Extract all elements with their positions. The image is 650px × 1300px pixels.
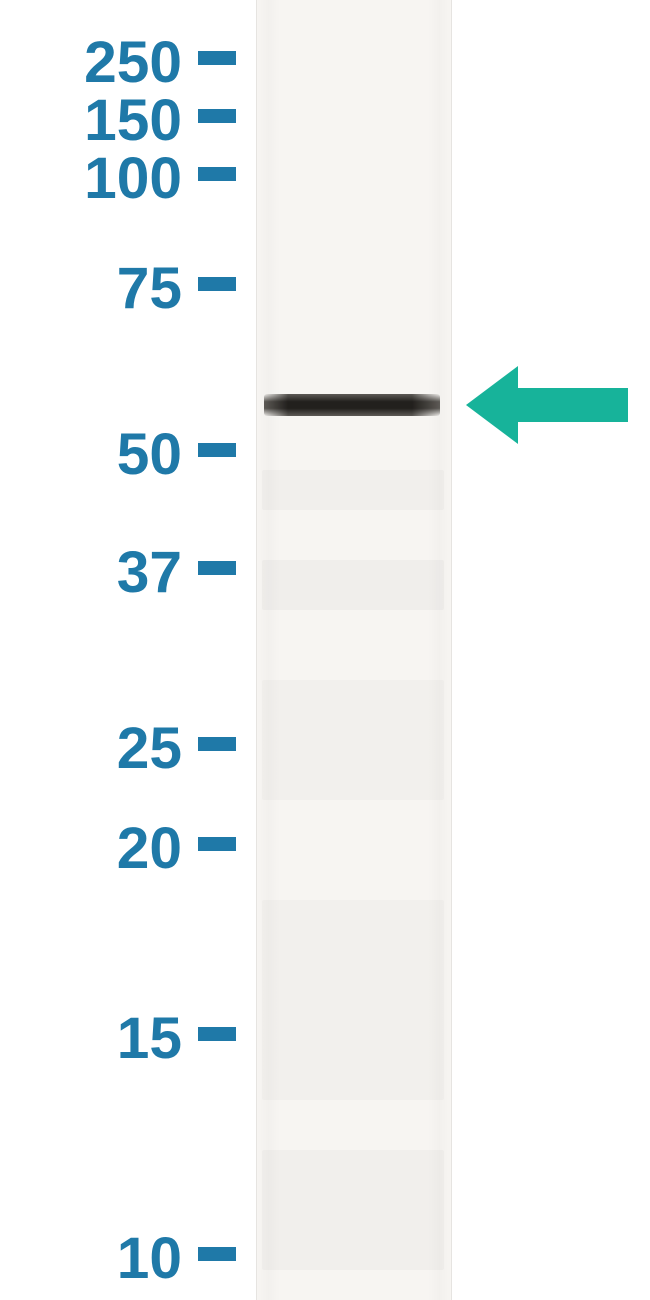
- mw-tick: [198, 837, 236, 851]
- protein-band: [264, 394, 440, 416]
- mw-label: 150: [0, 87, 182, 154]
- mw-tick: [198, 1247, 236, 1261]
- mw-tick: [198, 1027, 236, 1041]
- faint-smear: [262, 470, 444, 510]
- mw-tick: [198, 167, 236, 181]
- arrow-head-icon: [466, 366, 518, 444]
- mw-label: 50: [0, 421, 182, 488]
- mw-label: 20: [0, 815, 182, 882]
- faint-smear: [262, 680, 444, 800]
- mw-label: 25: [0, 715, 182, 782]
- mw-label: 37: [0, 539, 182, 606]
- mw-tick: [198, 277, 236, 291]
- mw-tick: [198, 51, 236, 65]
- mw-tick: [198, 561, 236, 575]
- mw-tick: [198, 737, 236, 751]
- faint-smear: [262, 900, 444, 1100]
- blot-lane: [256, 0, 452, 1300]
- mw-tick: [198, 443, 236, 457]
- mw-label: 250: [0, 29, 182, 96]
- mw-label: 100: [0, 145, 182, 212]
- mw-label: 15: [0, 1005, 182, 1072]
- mw-label: 75: [0, 255, 182, 322]
- mw-tick: [198, 109, 236, 123]
- faint-smear: [262, 560, 444, 610]
- faint-smear: [262, 1150, 444, 1270]
- arrow-shaft: [518, 388, 628, 422]
- mw-label: 10: [0, 1225, 182, 1292]
- western-blot-figure: 250150100 75 50 37 25 20 15 10: [0, 0, 650, 1300]
